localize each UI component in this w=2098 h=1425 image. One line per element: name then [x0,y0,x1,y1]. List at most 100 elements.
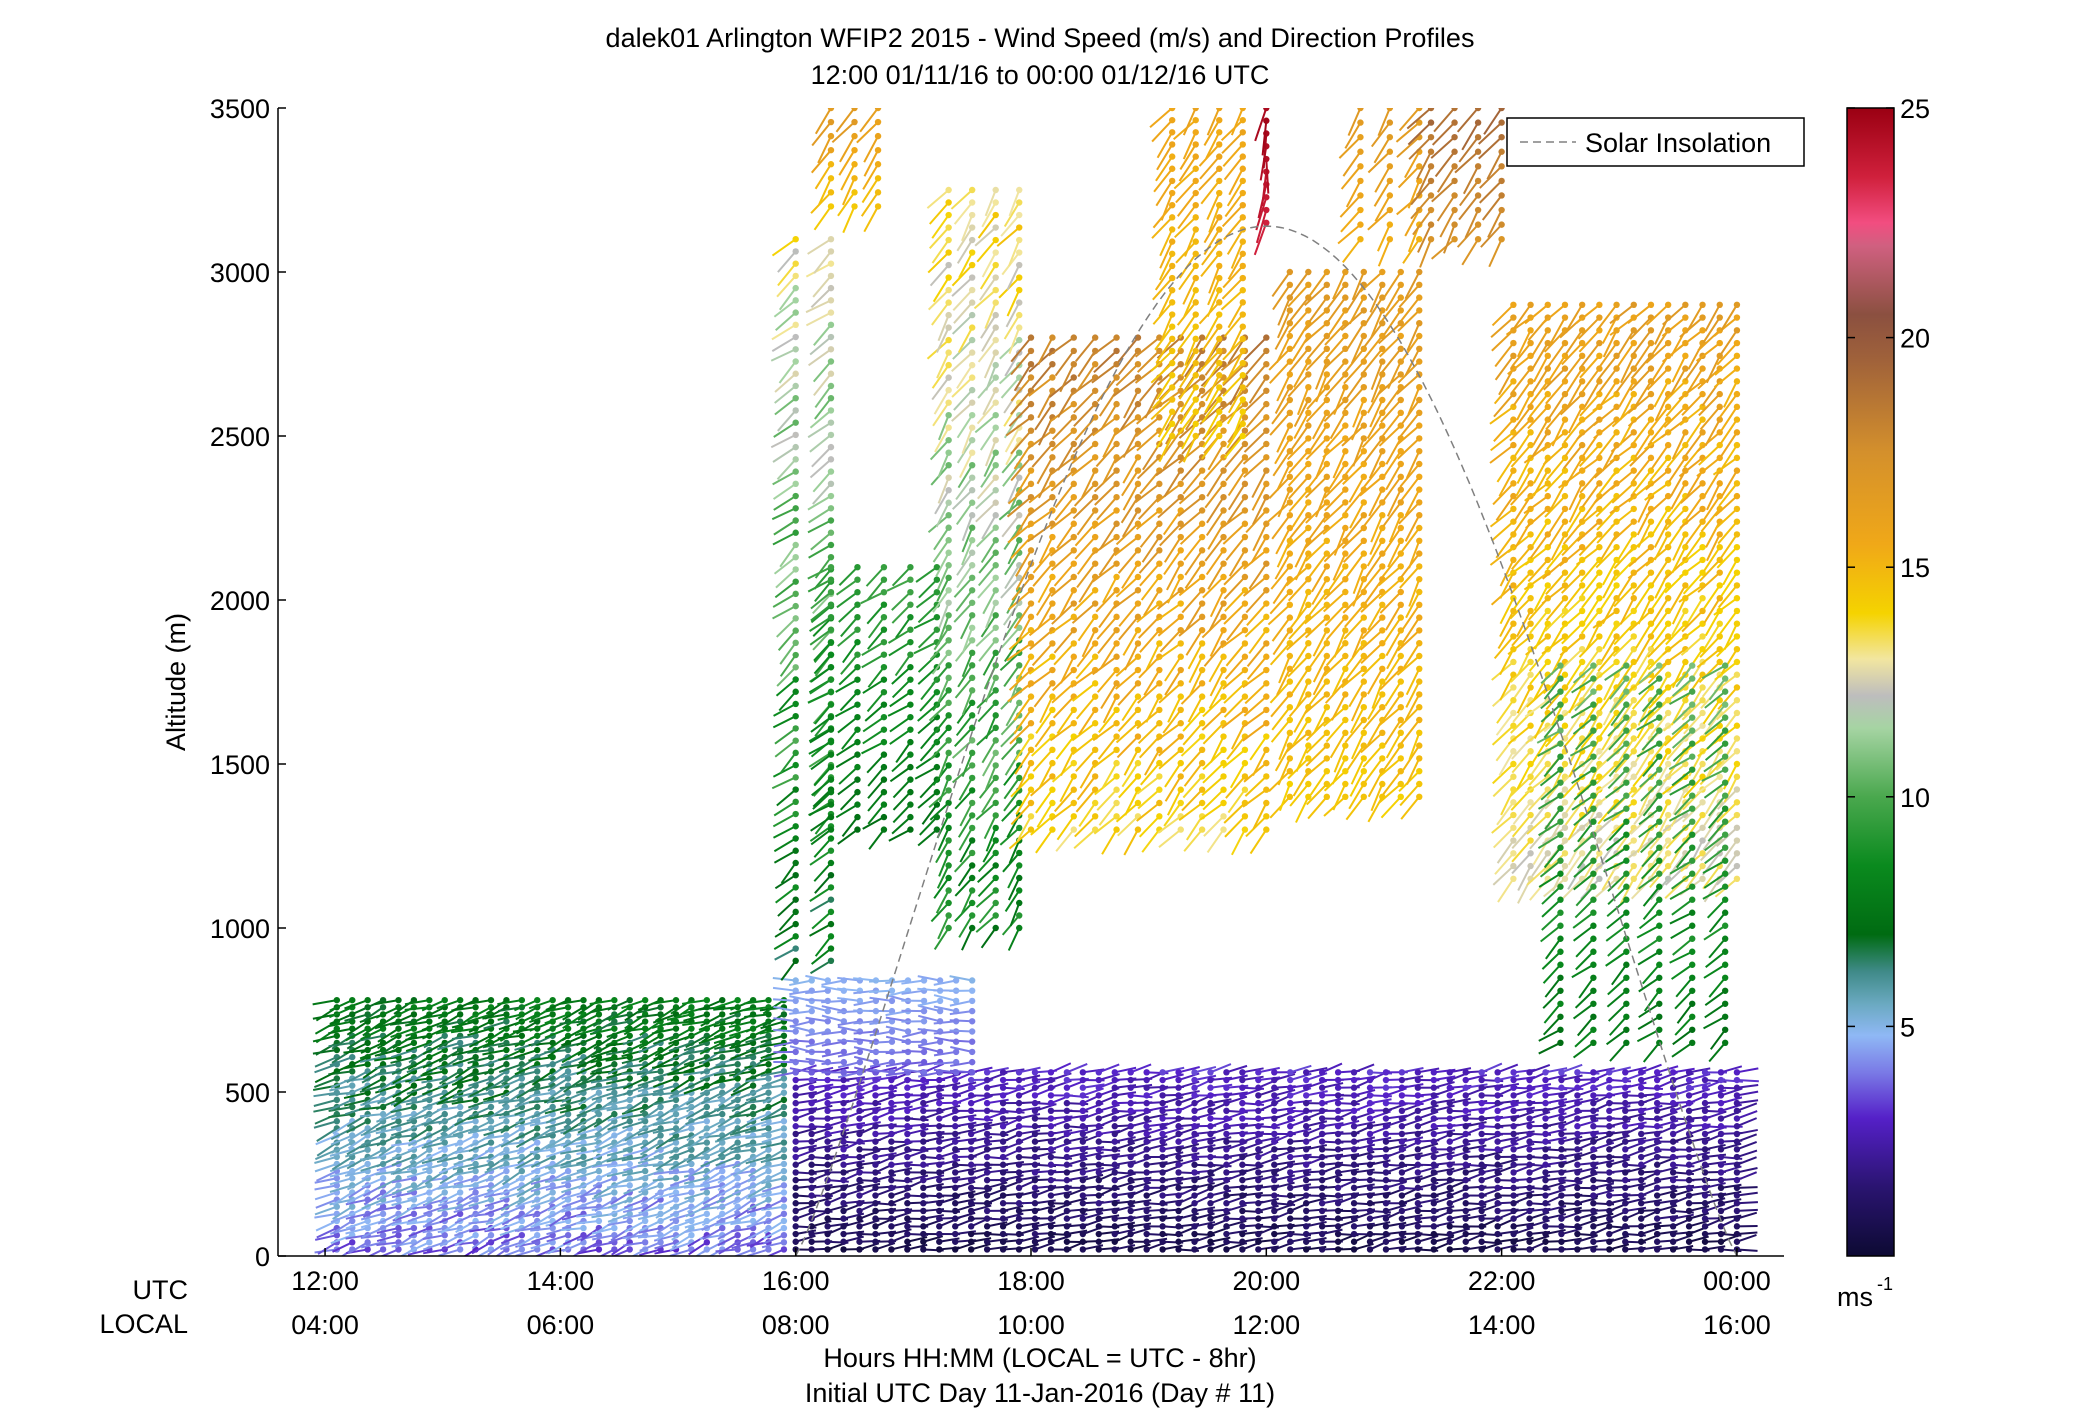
wind-barb-dot [1207,1207,1214,1215]
wind-barb-dot [1462,1076,1469,1084]
wind-barb-dot [1255,1161,1262,1168]
wind-barb-dot [1111,1238,1118,1245]
wind-barb-dot [1510,1246,1517,1253]
wind-barb-dot [1127,1153,1134,1161]
wind-barb-dot [1271,1107,1278,1115]
wind-barb [312,999,338,1006]
wind-barb-dot [765,1125,772,1132]
wind-barb-dot [952,1215,959,1222]
wind-barb [390,1077,415,1086]
wind-barb-dot [734,1231,741,1239]
wind-barb-dot [1095,1238,1103,1245]
wind-barb-dot [1318,1184,1326,1192]
wind-barb-dot [410,1210,418,1218]
wind-barb-dot [1239,1138,1246,1145]
wind-barb-dot [1255,1092,1262,1099]
wind-barb-dot [1398,1084,1406,1091]
wind-barb-dot [1143,1238,1150,1245]
wind-barb-dot [333,1175,341,1182]
wind-barb-dot [920,1115,927,1122]
wind-barb-dot [1638,1223,1645,1230]
wind-barb-dot [1510,1223,1517,1230]
wind-barb-dot [936,1130,943,1138]
wind-barb [312,1049,337,1055]
wind-barb-dot [1047,1076,1055,1084]
wind-barb-dot [792,1200,799,1207]
wind-barb-dot [688,1025,695,1032]
wind-barb [483,1020,507,1030]
wind-barb-dot [1159,1230,1166,1238]
wind-barb-dot [1685,1092,1693,1099]
wind-barb-dot [824,1123,831,1130]
wind-barb-dot [1398,1153,1406,1161]
wind-barb-dot [1382,1146,1390,1153]
wind-barb-dot [1302,1146,1310,1153]
wind-barb-dot [1063,1223,1071,1230]
wind-barb-dot [441,1032,448,1039]
wind-barb-dot [780,1175,788,1182]
wind-barb-dot [1271,1123,1278,1130]
wind-barb-dot [703,1210,711,1218]
wind-barb-dot [1669,1169,1677,1176]
wind-barb-dot [1287,1200,1294,1207]
wind-barb-dot [1191,1069,1198,1076]
wind-barb-dot [792,1153,799,1161]
wind-barb [450,1027,476,1034]
wind-barb [500,1205,523,1217]
wind-barb-dot [1574,1069,1581,1076]
wind-barb-dot [349,1082,356,1089]
wind-barb-dot [1047,1161,1055,1168]
wind-barb-dot [1462,1115,1469,1122]
wind-barb-dot [952,1107,959,1115]
wind-barb-dot [1478,1123,1485,1130]
wind-barb-dot [1382,1238,1390,1245]
wind-barb-dot [379,1246,387,1253]
wind-barb-dot [888,1161,895,1168]
wind-barb-dot [1510,1176,1517,1184]
wind-barb-dot [1622,1215,1629,1222]
wind-barb [329,1170,353,1178]
wind-barb-dot [1350,1099,1358,1107]
wind-barb [359,1056,384,1063]
wind-barb [362,1205,384,1218]
wind-barb-dot [1414,1169,1422,1176]
wind-barb-dot [1590,1084,1597,1091]
wind-barb-dot [1095,1138,1103,1145]
wind-barb-dot [1159,1223,1166,1230]
wind-barb-dot [1366,1153,1374,1161]
wind-barb-dot [1669,1115,1677,1122]
wind-barb-dot [1334,1099,1342,1107]
wind-barb-dot [1510,1161,1517,1168]
wind-barb-dot [1382,1215,1390,1222]
wind-barb [345,1027,369,1042]
wind-barb-dot [1542,1138,1549,1145]
wind-barb-dot [1350,1076,1358,1084]
wind-barb-dot [1143,1092,1150,1099]
wind-barb-dot [1127,1169,1134,1176]
wind-barb-dot [840,1146,847,1153]
wind-barb-dot [1430,1123,1438,1130]
wind-barb-dot [379,1075,387,1082]
wind-barb-dot [1462,1238,1469,1245]
wind-barb [328,1106,353,1112]
wind-barb [375,1127,399,1135]
wind-barb-dot [888,1130,895,1138]
wind-barb [423,1127,446,1141]
wind-barb-dot [719,1053,726,1061]
wind-barb-dot [410,1011,418,1018]
wind-barb [515,1212,538,1219]
wind-barb [423,1205,446,1215]
wind-barb [345,1220,368,1230]
wind-barb-dot [983,1107,991,1115]
wind-barb-dot [1287,1223,1294,1230]
wind-barb-dot [824,1238,831,1245]
wind-barb [328,1027,353,1035]
wind-barb-dot [1462,1146,1469,1153]
wind-barb [394,1234,415,1249]
wind-barb-dot [1334,1123,1342,1130]
wind-barb-dot [626,1246,633,1253]
wind-barb-dot [936,1215,943,1222]
wind-barb-dot [719,1082,726,1089]
wind-barb [362,1006,384,1022]
wind-barb-dot [1031,1215,1039,1222]
